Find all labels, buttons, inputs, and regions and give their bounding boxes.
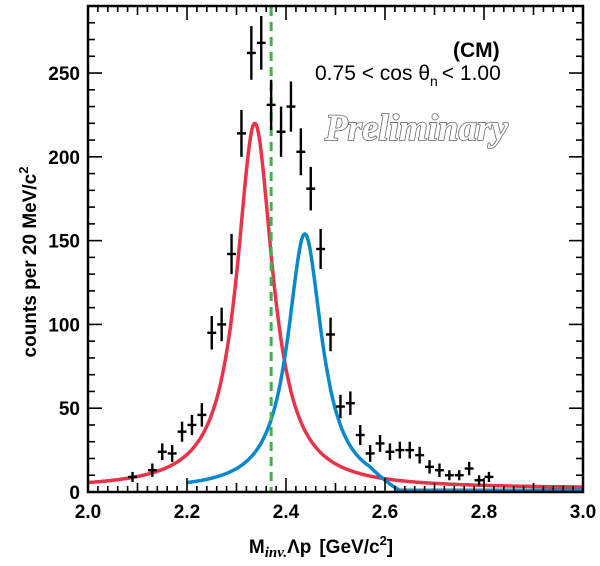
y-tick-label: 200 (48, 148, 80, 169)
x-axis-title-sub: inv. (265, 545, 287, 561)
y-axis-title-exp: 2 (16, 167, 31, 174)
annotation-subscript: n (430, 73, 438, 89)
y-axis-title: counts per 20 MeV/c2 (16, 167, 41, 358)
x-axis-title-exp: 2 (380, 533, 387, 548)
x-tick-label: 2.6 (372, 502, 398, 523)
annotation-tail: < 1.00 (442, 62, 501, 85)
cos-theta-annotation: 0.75 < cos θn < 1.00 (315, 62, 501, 89)
plot-contents: 2.0 2.2 2.4 2.6 2.8 3.0 0 50 100 150 200 250 (48, 4, 596, 523)
fit-curve-blue (186, 232, 584, 493)
y-tick-label: 100 (48, 315, 80, 336)
y-tick-label: 0 (69, 483, 80, 504)
y-axis-title-text: counts per 20 MeV/c (20, 173, 41, 357)
x-axis-title-m: M (249, 537, 265, 558)
x-axis-title: Minv.Λp [GeV/c2] (249, 533, 393, 561)
x-tick-label: 2.4 (273, 502, 300, 523)
x-tick-label: 2.2 (174, 502, 200, 523)
y-tick-label: 150 (48, 232, 80, 253)
y-tick-label: 250 (48, 64, 80, 85)
annotation-superscript: (CM) (453, 39, 500, 62)
fit-curve-red (87, 121, 584, 489)
x-tick-label: 3.0 (570, 502, 596, 523)
annotation-lead: 0.75 < cos θ (315, 62, 430, 85)
preliminary-watermark: Preliminary (324, 108, 509, 149)
x-axis-title-close: ] (387, 537, 393, 558)
x-tick-label: 2.0 (75, 502, 101, 523)
y-tick-label: 50 (59, 399, 80, 420)
x-tick-label: 2.8 (471, 502, 497, 523)
x-axis-title-unit: [GeV/c (319, 537, 380, 558)
x-axis-title-pair: Λp (287, 537, 311, 558)
